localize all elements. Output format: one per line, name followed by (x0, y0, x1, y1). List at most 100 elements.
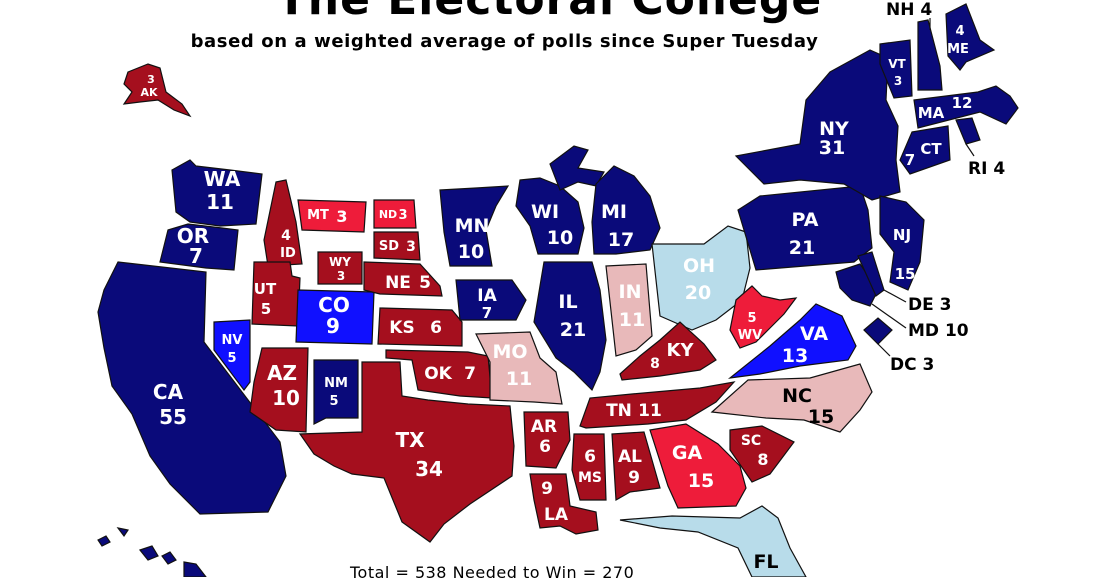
state-wi[interactable]: WI 10 (515, 177, 585, 255)
state-or-name: OR (177, 224, 209, 248)
state-ia-ev: 7 (482, 304, 492, 322)
state-ca-name: CA (153, 380, 184, 404)
state-ut-name: UT (254, 280, 277, 298)
state-ks[interactable]: KS 6 (377, 307, 463, 347)
state-ny-ev: 31 (819, 137, 845, 159)
state-wy[interactable]: WY 3 (317, 251, 363, 285)
state-hi[interactable] (97, 527, 207, 577)
state-nc-name: NC (782, 385, 812, 407)
state-al[interactable]: AL 9 (611, 431, 661, 501)
state-mt-ev: 3 (336, 207, 347, 226)
state-ks-name: KS (389, 318, 414, 338)
state-ms-name: MS (578, 470, 602, 486)
state-de-md-shapes (835, 251, 893, 345)
state-nd[interactable]: ND 3 (373, 199, 417, 229)
state-ga[interactable]: GA 15 (649, 423, 747, 509)
state-fl[interactable]: FL (619, 505, 807, 577)
state-hi-shape-1 (97, 535, 111, 547)
state-nj-shape (879, 195, 925, 291)
state-al-ev: 9 (628, 468, 640, 488)
state-ms[interactable]: 6 MS (571, 433, 607, 501)
state-mo[interactable]: MO 11 (475, 331, 563, 405)
state-nv[interactable]: NV 5 (213, 319, 251, 391)
state-wv[interactable]: 5 WV (729, 285, 798, 349)
state-ny-name: NY (819, 118, 849, 140)
state-id-ev: 4 (281, 228, 291, 244)
state-mn[interactable]: MN 10 (439, 185, 510, 267)
state-ca[interactable]: CA 55 (97, 261, 287, 515)
state-wi-ev: 10 (547, 227, 573, 249)
state-ny[interactable]: NY 31 (734, 49, 901, 201)
state-sd[interactable]: SD 3 (373, 231, 421, 261)
state-id[interactable]: 4 ID (263, 179, 303, 267)
state-az-shape (249, 347, 309, 433)
state-tx-name: TX (395, 428, 425, 452)
state-pa-shape (737, 185, 873, 271)
state-ny-shape (734, 49, 901, 201)
state-il-shape (533, 261, 607, 392)
state-wy-shape (317, 251, 363, 285)
state-tx[interactable]: TX 34 (298, 361, 515, 543)
state-in-shape (605, 263, 653, 357)
state-mi-name: MI (601, 201, 627, 223)
state-hi-shape-4 (161, 551, 177, 565)
state-ri[interactable] (955, 117, 981, 145)
state-va[interactable]: VA 13 (727, 303, 857, 379)
state-ky[interactable]: KY 8 (619, 321, 717, 381)
state-wy-name: WY (329, 255, 351, 269)
state-tn[interactable]: TN 11 (579, 381, 736, 429)
state-wa-name: WA (204, 167, 241, 191)
map-title: The Electoral College (0, 0, 1099, 25)
state-ak[interactable]: 3 AK (122, 63, 192, 118)
state-ct[interactable]: CT 7 (899, 125, 951, 175)
state-co-shape (295, 289, 375, 345)
state-wy-ev: 3 (337, 269, 345, 283)
state-ar-shape (523, 411, 571, 469)
state-mo-shape (475, 331, 563, 405)
state-ok[interactable]: OK 7 (385, 349, 493, 399)
state-id-shape (263, 179, 303, 267)
state-pa[interactable]: PA 21 (737, 185, 873, 271)
state-nm[interactable]: NM 5 (313, 359, 359, 425)
state-ga-shape (649, 423, 747, 509)
state-fl-name: FL (753, 551, 778, 573)
state-ne-name: NE (385, 273, 411, 293)
state-ga-ev: 15 (688, 470, 714, 492)
state-me[interactable]: 4 ME (945, 3, 996, 71)
state-ks-ev: 6 (430, 318, 442, 338)
state-ca-shape (97, 261, 287, 515)
state-az[interactable]: AZ 10 (249, 347, 309, 433)
state-ma-name: MA (918, 104, 945, 122)
callouts: NH 4 RI 4 DE 3 MD 10 DC 3 (871, 0, 1005, 375)
state-vt-ev: 3 (894, 74, 902, 88)
state-dc-shape (863, 317, 893, 345)
state-ak-ev: 3 (147, 73, 155, 86)
state-sc[interactable]: SC 8 (729, 425, 795, 483)
state-ia[interactable]: IA 7 (455, 279, 527, 322)
state-mt[interactable]: MT 3 (297, 199, 367, 233)
state-mi[interactable]: MI 17 (549, 145, 661, 255)
state-oh[interactable]: OH 20 (651, 225, 751, 331)
state-nh[interactable] (917, 19, 943, 91)
state-ut[interactable]: UT 5 (251, 261, 301, 327)
state-wa[interactable]: WA 11 (171, 159, 263, 227)
state-or[interactable]: OR 7 (159, 223, 239, 271)
state-ne[interactable]: NE 5 (363, 261, 443, 297)
state-co[interactable]: CO 9 (295, 289, 375, 345)
state-ak-name: AK (140, 86, 158, 99)
state-ks-shape (377, 307, 463, 347)
state-la[interactable]: 9 LA (529, 473, 599, 535)
callout-md-leader (871, 303, 907, 329)
state-vt-name: VT (888, 57, 906, 71)
state-az-ev: 10 (272, 386, 300, 410)
state-tx-shape (298, 361, 515, 543)
state-il[interactable]: IL 21 (533, 261, 607, 392)
state-nd-name: ND (379, 208, 397, 221)
state-vt[interactable]: VT 3 (879, 39, 913, 99)
state-nj[interactable]: NJ 15 (879, 195, 925, 291)
state-ma[interactable]: MA 12 (913, 85, 1019, 129)
state-in[interactable]: IN 11 (605, 263, 653, 357)
state-ar[interactable]: AR 6 (523, 411, 571, 469)
state-tn-name: TN (606, 401, 632, 421)
state-nc[interactable]: NC 15 (710, 363, 873, 433)
